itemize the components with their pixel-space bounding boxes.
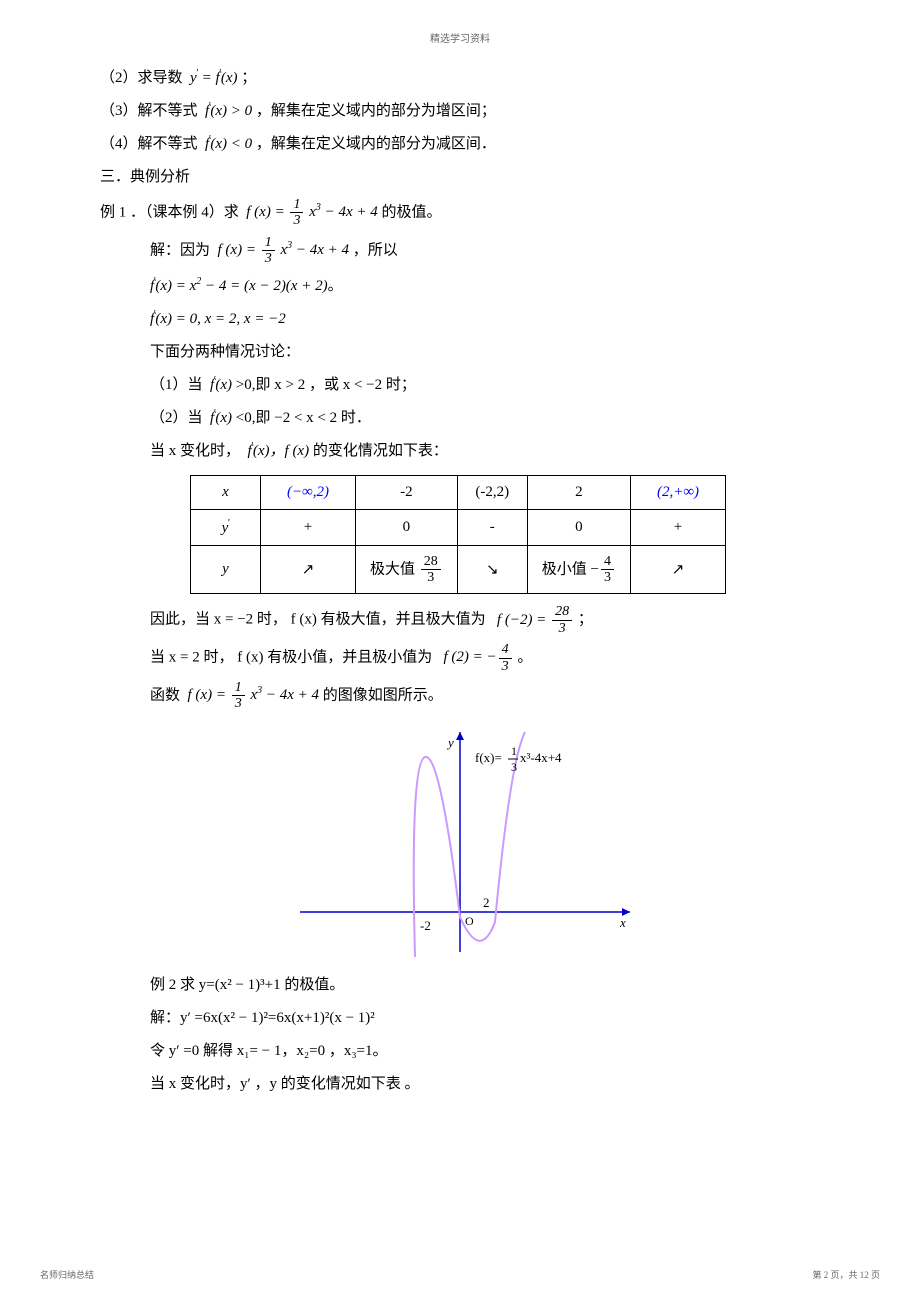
cell: ↘: [457, 545, 527, 594]
cell: x: [191, 475, 261, 509]
ex2-zeros: 令 y′ =0 解得 x₁= − 1，x₂=0 ，x₃=1。: [150, 1038, 820, 1065]
cell: +: [631, 509, 726, 545]
ex1-fn: f (x) = 13 x3 − 4x + 4: [243, 204, 382, 220]
svg-text:O: O: [465, 914, 474, 928]
footer-left: 名师归纳总结: [40, 1268, 94, 1281]
ex1-table-intro: 当 x 变化时， f′(x)，f (x) 的变化情况如下表：: [150, 438, 820, 465]
conc2-a: 当 x = 2 时， f (x) 有极小值，并且极小值为: [150, 649, 432, 665]
ex1-roots: f′(x) = 0, x = 2, x = −2: [150, 306, 820, 333]
cell: 极小值 −43: [527, 545, 630, 594]
cell: +: [261, 509, 356, 545]
ex1-suffix: 的极值。: [382, 204, 442, 220]
ex1-cases: 下面分两种情况讨论：: [150, 339, 820, 366]
svg-text:1: 1: [511, 744, 517, 758]
ex1-solution: 解：因为 f (x) = 13 x3 − 4x + 4 ，所以: [150, 235, 820, 267]
conclusion-3: 函数 f (x) = 13 x3 − 4x + 4 的图像如图所示。: [150, 680, 820, 712]
ex1-ti-a: 当 x 变化时，: [150, 443, 240, 459]
footer-right: 第 2 页，共 12 页: [812, 1268, 880, 1281]
conclusion-2: 当 x = 2 时， f (x) 有极小值，并且极小值为 f (2) = −43…: [150, 642, 820, 674]
svg-text:y: y: [446, 735, 454, 750]
ex1-case1: （1）当 f′(x) >0,即 x > 2 ，或 x < −2 时；: [150, 372, 820, 399]
example-2: 例 2 求 y=(x² − 1)³+1 的极值。: [150, 972, 820, 999]
ex1-prefix: 例 1 ．（课本例 4）求: [100, 204, 239, 220]
example-1: 例 1 ．（课本例 4）求 f (x) = 13 x3 − 4x + 4 的极值…: [100, 197, 820, 229]
ex1-sol-suffix: ，所以: [353, 242, 398, 258]
ex1-derivative: f′(x) = x2 − 4 = (x − 2)(x + 2)。: [150, 273, 820, 300]
table-row: x (−∞,2) -2 (-2,2) 2 (2,+∞): [191, 475, 726, 509]
section-3: 三．典例分析: [100, 164, 820, 191]
step-3: （3）解不等式 f′(x) > 0 ，解集在定义域内的部分为增区间；: [100, 98, 820, 125]
svg-text:f(x)=: f(x)=: [475, 750, 502, 765]
ex1-ti-b: 的变化情况如下表：: [313, 443, 448, 459]
step-2: （2）求导数 y′ = f′(x) ；: [100, 65, 820, 92]
cell: y′: [191, 509, 261, 545]
step-3-tail: ，解集在定义域内的部分为增区间；: [256, 103, 496, 119]
cell: 0: [527, 509, 630, 545]
ex1-sol-label: 解：因为: [150, 242, 210, 258]
cell: (-2,2): [457, 475, 527, 509]
ex1-c2-tail: <0,即 −2 < x < 2 时．: [236, 410, 371, 426]
analysis-table: x (−∞,2) -2 (-2,2) 2 (2,+∞) y′ + 0 - 0 +…: [190, 475, 726, 595]
cell: -2: [356, 475, 458, 509]
step-4-label: （4）解不等式: [100, 136, 198, 152]
step-2-label: （2）求导数: [100, 70, 183, 86]
table-row: y′ + 0 - 0 +: [191, 509, 726, 545]
cell: ↗: [261, 545, 356, 594]
conc3-b: 的图像如图所示。: [323, 687, 443, 703]
conclusion-1: 因此，当 x = −2 时， f (x) 有极大值，并且极大值为 f (−2) …: [150, 604, 820, 636]
cell: ↗: [631, 545, 726, 594]
svg-text:3: 3: [511, 760, 517, 774]
function-graph: y x O -2 2 f(x)= 1 3 x³-4x+4: [260, 722, 660, 962]
conc2-b: 。: [517, 649, 532, 665]
svg-text:x: x: [619, 915, 626, 930]
step-4: （4）解不等式 f′(x) < 0 ，解集在定义域内的部分为减区间．: [100, 131, 820, 158]
ex1-c1-tail: >0,即 x > 2 ，或 x < −2 时；: [236, 377, 416, 393]
cell: -: [457, 509, 527, 545]
svg-text:x³-4x+4: x³-4x+4: [520, 750, 562, 765]
cell: 0: [356, 509, 458, 545]
conc3-a: 函数: [150, 687, 180, 703]
ex2-variation: 当 x 变化时，y′ ，y 的变化情况如下表 。: [150, 1071, 820, 1098]
step-2-math: y′ = f′(x): [186, 70, 237, 86]
step-4-tail: ，解集在定义域内的部分为减区间．: [256, 136, 496, 152]
ex1-c2-label: （2）当: [150, 410, 203, 426]
page-header: 精选学习资料: [100, 30, 820, 45]
cell: y: [191, 545, 261, 594]
cell: (2,+∞): [631, 475, 726, 509]
svg-text:-2: -2: [420, 918, 431, 933]
ex1-case2: （2）当 f′(x) <0,即 −2 < x < 2 时．: [150, 405, 820, 432]
conc1-b: ；: [578, 612, 593, 628]
cell: 2: [527, 475, 630, 509]
ex2-solution: 解：y′ =6x(x² − 1)²=6x(x+1)²(x − 1)²: [150, 1005, 820, 1032]
step-3-label: （3）解不等式: [100, 103, 198, 119]
table-row: y ↗ 极大值 283 ↘ 极小值 −43 ↗: [191, 545, 726, 594]
ex1-c1-label: （1）当: [150, 377, 203, 393]
ex1-sol-fn: f (x) = 13 x3 − 4x + 4: [214, 242, 353, 258]
conc1-a: 因此，当 x = −2 时， f (x) 有极大值，并且极大值为: [150, 612, 486, 628]
svg-text:2: 2: [483, 895, 490, 910]
step-2-tail: ；: [241, 70, 256, 86]
step-4-math: f′(x) < 0: [201, 136, 252, 152]
cell: 极大值 283: [356, 545, 458, 594]
cell: (−∞,2): [261, 475, 356, 509]
step-3-math: f′(x) > 0: [201, 103, 252, 119]
